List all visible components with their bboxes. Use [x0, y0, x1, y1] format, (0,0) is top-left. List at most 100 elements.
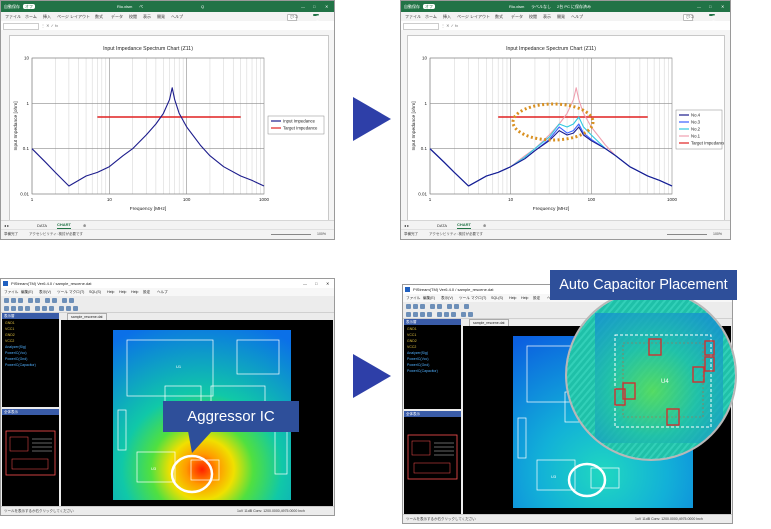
ribbon-tab[interactable]: 開発 — [157, 14, 165, 19]
tab-nav-icon[interactable]: ◂ ▸ — [4, 223, 10, 228]
share-button[interactable]: 共有 — [313, 13, 320, 24]
tool-d-icon[interactable] — [25, 305, 30, 311]
tool-select-icon[interactable] — [447, 303, 452, 309]
tool-c-icon[interactable] — [420, 311, 425, 317]
layer-item[interactable]: VCC1 — [5, 327, 15, 331]
menu-item[interactable]: 編集(E) — [21, 290, 33, 294]
layer-item[interactable]: PowerIC(Vcc) — [5, 351, 27, 355]
tool-open-icon[interactable] — [4, 297, 9, 303]
layer-item[interactable]: GND2 — [407, 339, 417, 343]
menu-item[interactable]: Help — [521, 296, 529, 300]
tool-g-icon[interactable] — [451, 311, 456, 317]
ribbon-tab[interactable]: データ — [511, 14, 523, 19]
tool-h-icon[interactable] — [461, 311, 466, 317]
menu-item[interactable]: Help — [131, 290, 139, 294]
ribbon-tab[interactable]: ファイル — [5, 14, 21, 19]
chart-before[interactable]: Input Impedance Spectrum Chart (Z11) 1 10 1… — [9, 35, 329, 221]
ribbon-tab[interactable]: ヘルプ — [571, 14, 583, 19]
menu-item[interactable]: SQL(S) — [491, 296, 503, 300]
tool-b-icon[interactable] — [413, 311, 418, 317]
menu-item[interactable]: マクロ(T) — [471, 296, 487, 300]
tool-h-icon[interactable] — [59, 305, 64, 311]
menu-item[interactable]: 表示(V) — [39, 290, 51, 294]
tool-j-icon[interactable] — [73, 305, 78, 311]
tool-i-icon[interactable] — [468, 311, 473, 317]
layer-item[interactable]: GND1 — [407, 327, 417, 331]
search-icon[interactable]: Q — [201, 4, 205, 9]
tool-e-icon[interactable] — [35, 305, 40, 311]
ribbon-tab[interactable]: ヘルプ — [171, 14, 183, 19]
comment-button[interactable]: 💬 コメント — [683, 13, 694, 34]
ribbon-tab[interactable]: 表示 — [543, 14, 551, 19]
minimize-icon[interactable]: — — [301, 4, 305, 9]
tool-open-icon[interactable] — [406, 303, 411, 309]
tool-layer-icon[interactable] — [62, 297, 67, 303]
layer-item[interactable]: GND2 — [5, 333, 15, 337]
tool-c-icon[interactable] — [18, 305, 23, 311]
name-box[interactable] — [3, 22, 39, 30]
chart-after[interactable]: Input Impedance Spectrum Chart (Z11) 1 10 1… — [407, 35, 726, 221]
tool-save-icon[interactable] — [413, 303, 418, 309]
ribbon-tab[interactable]: ページ レイアウト — [457, 14, 491, 19]
ribbon-tab[interactable]: ホーム — [425, 14, 437, 19]
tool-layer-icon[interactable] — [464, 303, 469, 309]
autosave-toggle[interactable]: オフ — [423, 4, 435, 9]
autosave-toggle[interactable]: オフ — [23, 4, 35, 9]
tool-f-icon[interactable] — [42, 305, 47, 311]
menu-item[interactable]: Help — [119, 290, 127, 294]
tool-b-icon[interactable] — [11, 305, 16, 311]
add-sheet-icon[interactable]: ⊕ — [483, 223, 487, 228]
add-sheet-icon[interactable]: ⊕ — [83, 223, 87, 228]
maximize-icon[interactable]: □ — [313, 4, 316, 9]
tool-grid-icon[interactable] — [69, 297, 74, 303]
tool-print-icon[interactable] — [18, 297, 23, 303]
menu-item[interactable]: ツール — [459, 296, 470, 300]
ribbon-tab[interactable]: 開発 — [557, 14, 565, 19]
menu-item[interactable]: Help — [107, 290, 115, 294]
tool-pan-icon[interactable] — [35, 297, 40, 303]
share-button[interactable]: 共有 — [709, 13, 716, 24]
tool-measure-icon[interactable] — [454, 303, 459, 309]
ribbon-tab[interactable]: 数式 — [95, 14, 103, 19]
sheet-tab-chart[interactable]: CHART — [457, 222, 471, 229]
layer-item[interactable]: PowerIC(Capacitor) — [407, 369, 438, 373]
menu-item[interactable]: 設定 — [533, 296, 541, 300]
zoom-slider[interactable] — [667, 234, 707, 235]
tool-d-icon[interactable] — [427, 311, 432, 317]
ribbon-tab[interactable]: 校閲 — [129, 14, 137, 19]
preview-panel[interactable] — [2, 415, 59, 507]
menu-item[interactable]: ファイル — [4, 290, 19, 294]
ribbon-tab[interactable]: 数式 — [495, 14, 503, 19]
comment-button[interactable]: 💬 コメント — [287, 13, 298, 34]
maximize-icon[interactable]: □ — [709, 4, 712, 9]
tool-zoom-icon[interactable] — [430, 303, 435, 309]
tool-save-icon[interactable] — [11, 297, 16, 303]
name-box[interactable] — [403, 22, 439, 30]
layer-item[interactable]: PowerIC(Vcc) — [407, 357, 429, 361]
zoom-slider[interactable] — [271, 234, 311, 235]
sheet-tab-chart[interactable]: CHART — [57, 222, 71, 229]
layer-item[interactable]: VCC2 — [407, 345, 417, 349]
layer-item[interactable]: VCC1 — [407, 333, 417, 337]
tool-a-icon[interactable] — [406, 311, 411, 317]
menu-item[interactable]: 設定 — [143, 290, 151, 294]
ribbon-tab[interactable]: 挿入 — [443, 14, 451, 19]
ribbon-tab[interactable]: 挿入 — [43, 14, 51, 19]
tool-print-icon[interactable] — [420, 303, 425, 309]
status-accessibility[interactable]: アクセシビリティ: 検討が必要です — [29, 232, 84, 236]
layer-item[interactable]: Analyzer(Sig) — [407, 351, 429, 355]
tab-nav-icon[interactable]: ◂ ▸ — [404, 223, 410, 228]
ribbon-tab[interactable]: 表示 — [143, 14, 151, 19]
menu-item[interactable]: ツール — [57, 290, 68, 294]
menu-item[interactable]: マクロ(T) — [69, 290, 85, 294]
status-accessibility[interactable]: アクセシビリティ: 検討が必要です — [429, 232, 484, 236]
menu-item[interactable]: SQL(S) — [89, 290, 101, 294]
preview-panel[interactable] — [404, 417, 461, 515]
tool-select-icon[interactable] — [45, 297, 50, 303]
tool-g-icon[interactable] — [49, 305, 54, 311]
sheet-tab-data[interactable]: DATA — [37, 223, 48, 228]
tool-i-icon[interactable] — [66, 305, 71, 311]
layer-item[interactable]: Analyzer(Sig) — [5, 345, 27, 349]
menu-item[interactable]: 表示(V) — [441, 296, 453, 300]
ribbon-tab[interactable]: ホーム — [25, 14, 37, 19]
